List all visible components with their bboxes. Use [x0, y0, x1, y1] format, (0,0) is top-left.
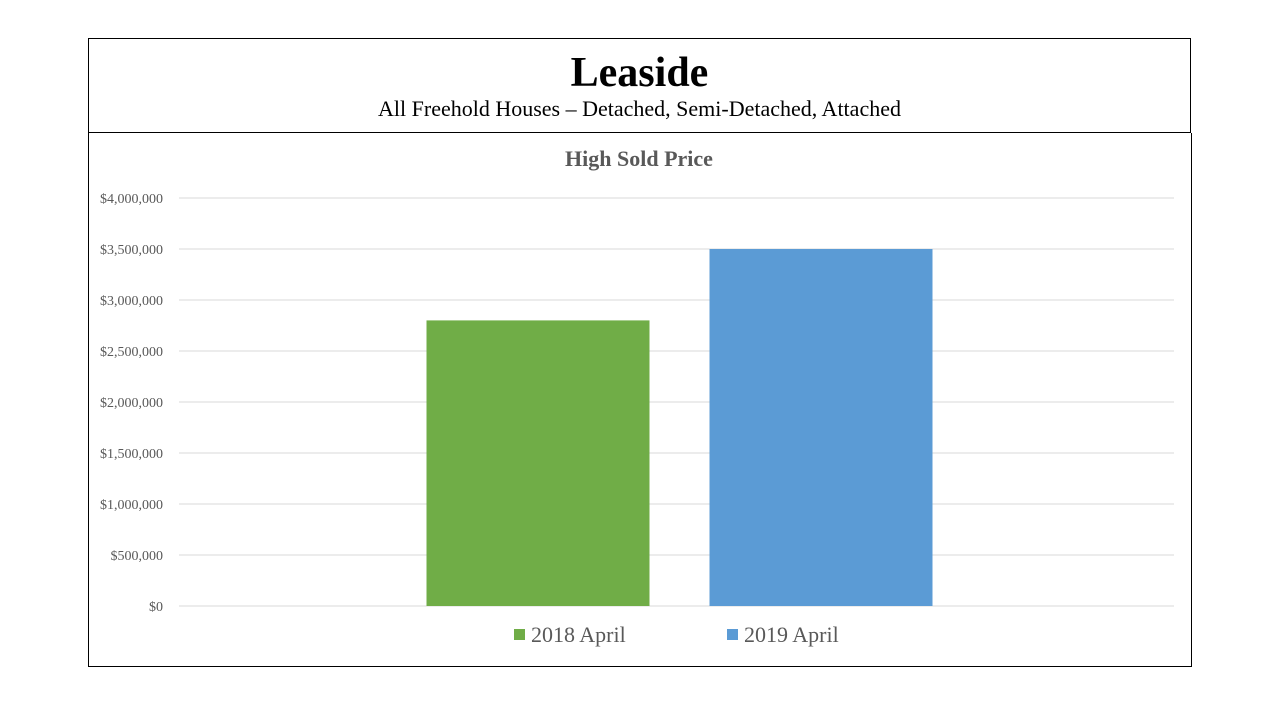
header-box: Leaside All Freehold Houses – Detached, …	[88, 38, 1191, 133]
y-tick-label: $1,500,000	[100, 447, 163, 462]
y-tick-label: $500,000	[111, 549, 164, 564]
chart-container: High Sold Price $0 $500,000 $1,000,000 $1,5…	[88, 133, 1192, 667]
bar-2018-april	[426, 320, 650, 606]
y-tick-label: $2,500,000	[100, 345, 163, 360]
legend-swatch	[514, 629, 525, 640]
y-tick-label: $0	[149, 600, 163, 615]
y-tick-label: $4,000,000	[100, 192, 163, 207]
y-tick-label: $3,500,000	[100, 243, 163, 258]
page-title: Leaside	[570, 50, 709, 96]
y-tick-label: $3,000,000	[100, 294, 163, 309]
bars	[426, 249, 933, 606]
y-axis-tick-labels: $0 $500,000 $1,000,000 $1,500,000 $2,000,000…	[100, 192, 163, 615]
legend-swatch	[727, 629, 738, 640]
y-tick-label: $1,000,000	[100, 498, 163, 513]
bar-2019-april	[709, 249, 933, 606]
legend: 2018 April 2019 April	[514, 622, 839, 647]
legend-label: 2018 April	[531, 622, 626, 647]
legend-label: 2019 April	[744, 622, 839, 647]
bar-chart: High Sold Price $0 $500,000 $1,000,000 $1,5…	[100, 146, 1174, 647]
y-tick-label: $2,000,000	[100, 396, 163, 411]
page-subtitle: All Freehold Houses – Detached, Semi-Det…	[378, 96, 901, 121]
gridlines	[179, 197, 1174, 607]
chart-title: High Sold Price	[565, 146, 713, 171]
